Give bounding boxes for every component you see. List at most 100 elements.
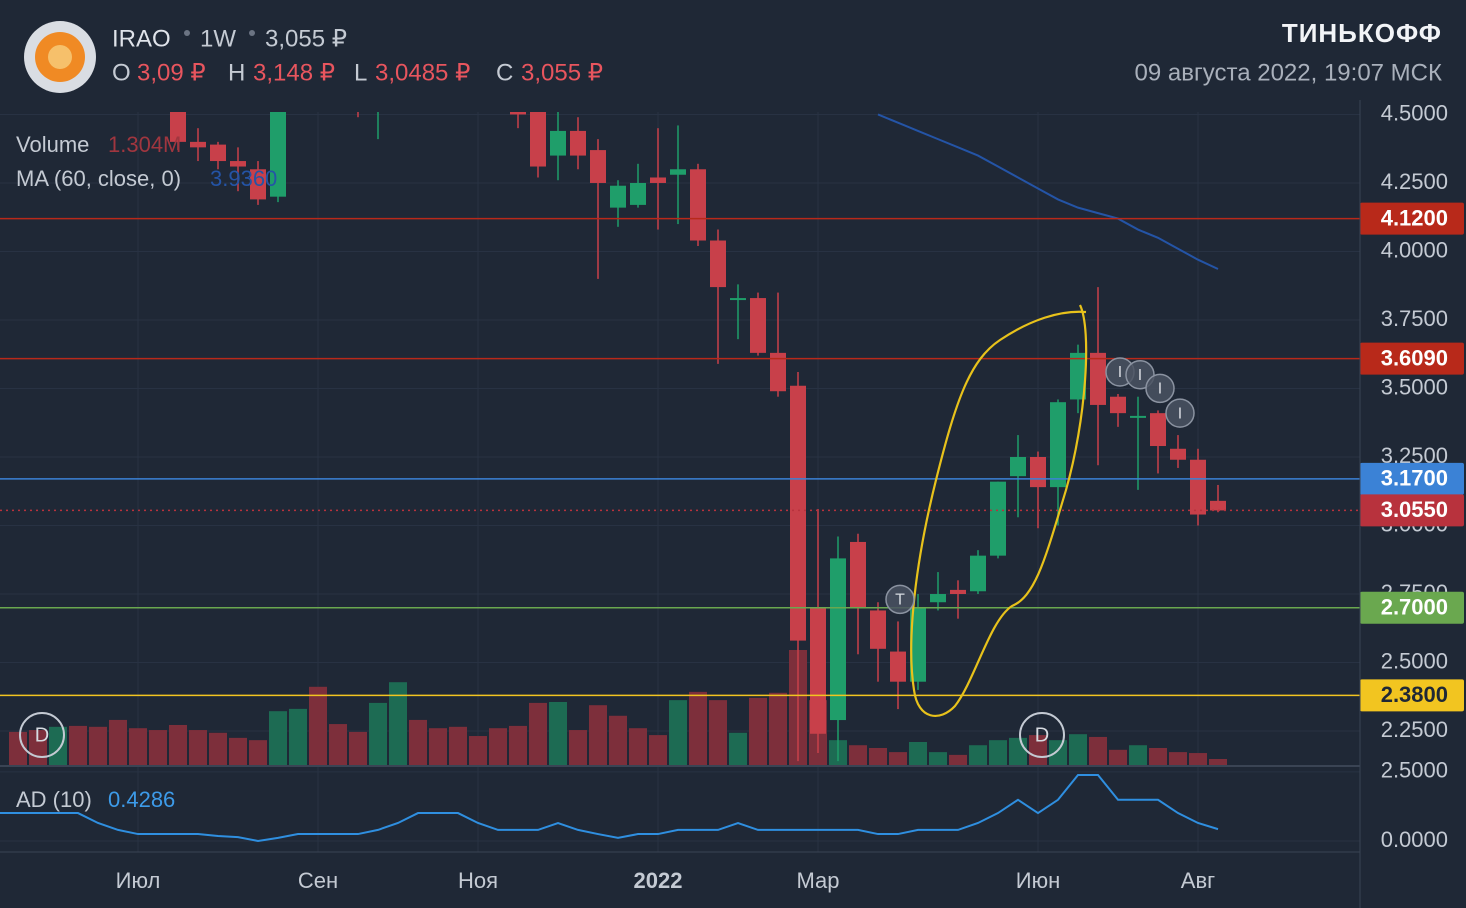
volume-bar [669, 700, 687, 765]
interval: 1W [200, 25, 236, 52]
event-markers: D DTI III [19, 357, 1195, 758]
y-tick-label: 2.5000 [1381, 648, 1448, 673]
candle-body [1130, 415, 1146, 418]
volume-bar [909, 742, 927, 765]
ma-line [877, 113, 1219, 270]
volume-bar [69, 725, 87, 765]
volume-bar [209, 732, 227, 765]
candle-body [190, 141, 206, 148]
price-axis: 4.50004.25004.00003.75003.50003.25003.00… [116, 100, 1464, 893]
candle-body [230, 161, 246, 167]
x-tick-label: 2022 [634, 868, 683, 893]
event-marker [19, 712, 65, 758]
price-label-box [1360, 679, 1464, 712]
event-marker [1145, 373, 1175, 404]
ohlc-value: 3,055 ₽ [521, 59, 603, 86]
volume-bar [269, 711, 287, 765]
ad-line [0, 773, 1219, 842]
candle-body [250, 169, 266, 200]
datetime: 09 августа 2022, 19:07 МСК [1135, 59, 1442, 86]
volume-bar [1069, 734, 1087, 765]
candle-body [970, 555, 986, 592]
volume-bar [709, 700, 727, 765]
candle-body [1110, 396, 1126, 414]
x-tick-label: Сен [298, 868, 338, 893]
candle-body [750, 298, 766, 353]
volume-bar [1209, 759, 1227, 765]
price-label: 3.6090 [1381, 345, 1448, 370]
volume-bar [649, 735, 667, 765]
legend-label: MA (60, close, 0) [16, 166, 181, 191]
separator-dot [184, 30, 190, 36]
last-price: 3,055 ₽ [265, 25, 347, 52]
separator-dot [249, 30, 255, 36]
price-label: 3.1700 [1381, 466, 1448, 491]
volume-bar [1009, 737, 1027, 765]
volume-bar [1169, 752, 1187, 765]
candle-body [830, 558, 846, 721]
volume-bar [969, 745, 987, 765]
event-marker [1019, 712, 1065, 758]
ohlc-value: 3,148 ₽ [253, 59, 335, 86]
y-tick-label: 3.7500 [1381, 306, 1448, 331]
volume-bar [229, 737, 247, 765]
candle-body [270, 112, 286, 197]
volume-bar [109, 719, 127, 765]
x-tick-label: Ноя [458, 868, 498, 893]
volume-bar [49, 726, 67, 765]
candle-body [690, 169, 706, 241]
candle-body [570, 130, 586, 156]
volume-bar [569, 730, 587, 765]
y-tick-label: 0.0000 [1381, 827, 1448, 852]
candle-body [630, 182, 646, 205]
candle-body [1030, 456, 1046, 488]
volume-bar [529, 702, 547, 765]
volume-bar [989, 740, 1007, 765]
candle-body [210, 144, 226, 162]
y-tick-label: 2.5000 [1381, 758, 1448, 783]
volume-bar [289, 708, 307, 765]
volume-bar [869, 747, 887, 765]
candle-body [990, 481, 1006, 556]
candle-body [610, 185, 626, 208]
volume-bar [1109, 749, 1127, 765]
volume-bar [449, 726, 467, 765]
price-label-box [1360, 342, 1464, 375]
volume-bar [849, 745, 867, 765]
candle-body [650, 177, 666, 183]
volume-bar [489, 728, 507, 765]
volume-bar [609, 715, 627, 765]
volume-bar [949, 754, 967, 765]
volume-bar [1089, 736, 1107, 765]
ohlc-label: L [354, 59, 367, 86]
candle-body [1050, 402, 1066, 488]
price-label: 4.1200 [1381, 205, 1448, 230]
y-tick-label: 4.2500 [1381, 169, 1448, 194]
volume-bar [629, 728, 647, 765]
volume-bar [769, 692, 787, 765]
candle-body [850, 541, 866, 608]
price-label-box [1360, 591, 1464, 624]
price-label-box [1360, 202, 1464, 235]
y-tick-label: 4.0000 [1381, 237, 1448, 262]
volume-layer [9, 650, 1227, 765]
x-tick-label: Мар [796, 868, 839, 893]
candle-body [1210, 500, 1226, 511]
candle-body [1190, 459, 1206, 515]
candle-body [1170, 448, 1186, 460]
volume-bar [349, 731, 367, 765]
event-marker [885, 584, 915, 615]
candle-body [1150, 413, 1166, 447]
ohlc-label: H [228, 59, 245, 86]
candle-body [1010, 456, 1026, 477]
event-marker-label: D [35, 724, 49, 746]
volume-bar [929, 752, 947, 765]
legend-value: 1.304M [108, 132, 181, 157]
volume-bar [1049, 740, 1067, 765]
candle-body [790, 385, 806, 641]
event-marker [1165, 398, 1195, 428]
candle-body [670, 169, 686, 175]
price-label-box [1360, 494, 1464, 527]
legend-value: 0.4286 [108, 787, 175, 812]
